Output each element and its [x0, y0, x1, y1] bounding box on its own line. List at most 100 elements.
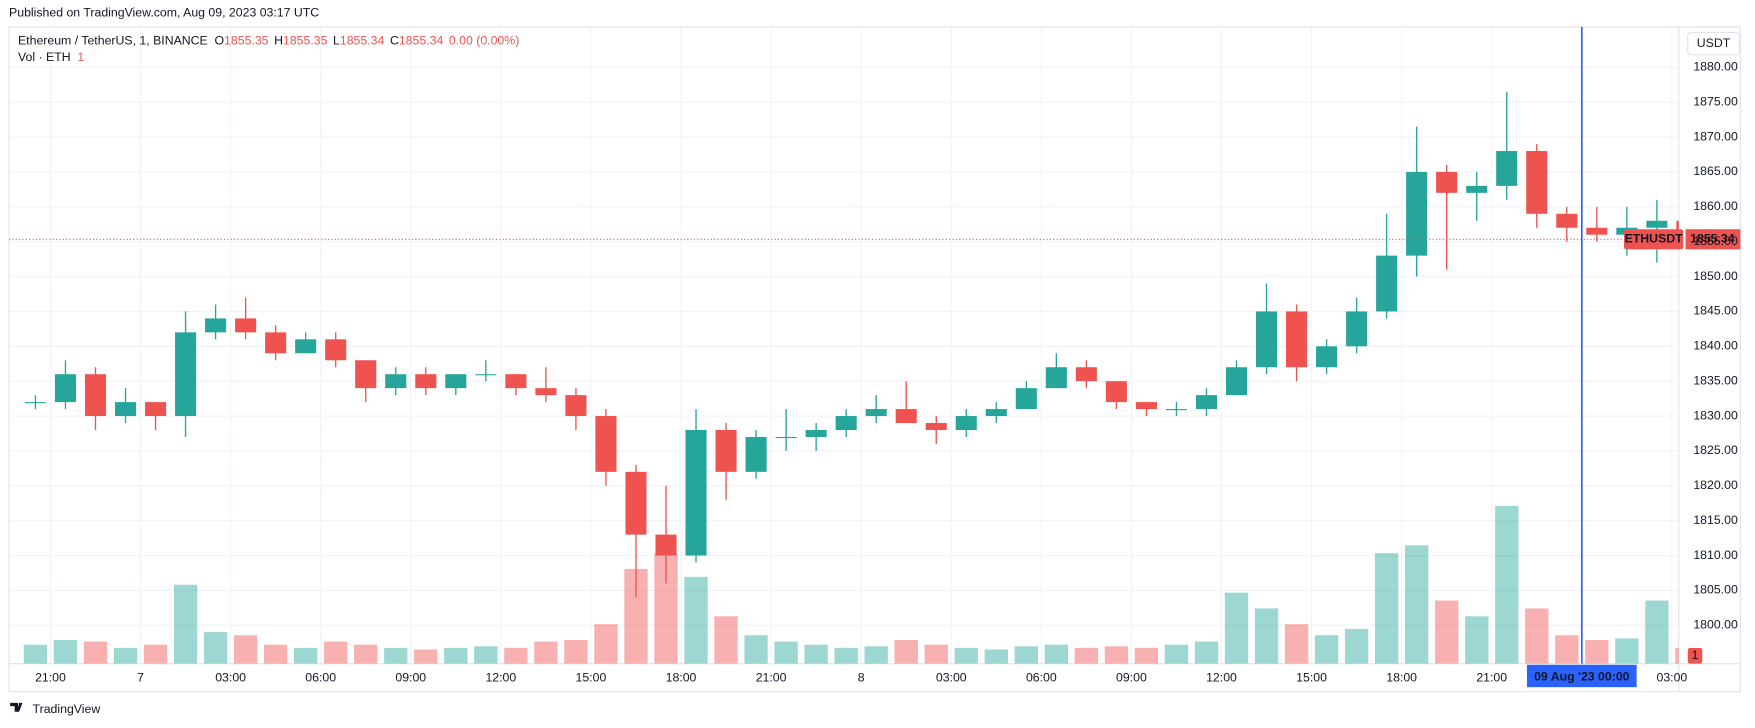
legend-ohlc-value: 1855.35: [283, 34, 328, 48]
candle-body: [235, 318, 257, 333]
candle-body: [895, 409, 917, 424]
volume-bar: [894, 639, 918, 664]
candle-body: [745, 436, 767, 472]
volume-bar: [1555, 635, 1579, 664]
currency-label[interactable]: USDT: [1697, 36, 1731, 50]
volume-name: Vol · ETH: [18, 50, 71, 64]
candle-body: [295, 339, 317, 354]
x-tick-label: 06:00: [305, 670, 336, 684]
volume-bar: [774, 641, 798, 664]
volume-bar: [924, 644, 948, 664]
y-tick-label: 1835.00: [1693, 373, 1738, 387]
volume-bar: [864, 646, 888, 664]
candle-body: [415, 374, 437, 389]
volume-bar: [984, 649, 1008, 664]
y-tick-label: 1870.00: [1693, 129, 1738, 143]
legend-ohlc-key: L: [333, 34, 340, 48]
candle-body: [565, 395, 587, 417]
volume-badge: [1687, 647, 1703, 664]
candle-body: [715, 429, 737, 472]
candle-body: [1556, 213, 1578, 228]
x-tick-label: 21:00: [756, 670, 787, 684]
legend: Ethereum / TetherUS, 1, BINANCE O1855.35 H…: [18, 34, 519, 48]
volume-bar: [1104, 646, 1129, 664]
volume-bar: [564, 639, 588, 664]
volume-bar: [504, 647, 528, 664]
frame: [8, 26, 1741, 693]
candle-body: [145, 402, 167, 417]
y-tick-label: 1875.00: [1693, 94, 1738, 108]
y-tick-label: 1865.00: [1693, 164, 1738, 178]
y-tick-label: 1855.00: [1693, 234, 1738, 248]
candle-body: [1195, 395, 1218, 410]
volume-bar: [534, 641, 558, 664]
symbol-label: ETHUSDT: [1625, 232, 1684, 246]
candle-body: [805, 429, 827, 437]
x-tick-label: 15:00: [1296, 670, 1327, 684]
x-tick-label: 21:00: [1476, 670, 1507, 684]
candle-body: [325, 339, 347, 361]
candle-body: [775, 436, 797, 439]
x-tick-label: 21:00: [35, 670, 66, 684]
x-tick-label: 03:00: [215, 670, 246, 684]
candle-body: [1376, 255, 1398, 312]
currency-button[interactable]: [1687, 31, 1740, 56]
candle-body: [475, 374, 497, 376]
volume-bar: [233, 635, 258, 664]
y-tick-label: 1830.00: [1693, 408, 1738, 422]
candle-body: [355, 360, 377, 389]
candle-body: [265, 332, 287, 354]
candle-body: [1526, 151, 1548, 214]
legend-title: Ethereum / TetherUS, 1, BINANCE: [18, 34, 208, 48]
volume-bar: [1314, 635, 1339, 664]
candle-body: [1436, 171, 1458, 193]
legend-ohlc-value: 1855.34: [399, 34, 444, 48]
volume-bar: [1044, 644, 1068, 664]
volume-bar: [954, 647, 978, 664]
x-tick-label: 09:00: [395, 670, 426, 684]
candle-body: [84, 374, 107, 417]
volume-bar: [804, 644, 828, 664]
volume-bar: [23, 644, 48, 664]
legend-ohlc-value: 1855.35: [224, 34, 269, 48]
x-tick-label: 03:00: [936, 670, 967, 684]
volume-bar: [1284, 624, 1309, 664]
volume-legend: Vol · ETH 1: [18, 50, 84, 64]
candle-body: [1165, 409, 1187, 411]
volume-bar: [1194, 641, 1219, 664]
candle-body: [175, 332, 197, 417]
x-tick-label: 7: [137, 670, 144, 684]
volume-bar: [1254, 608, 1279, 664]
volume-bar: [354, 644, 378, 664]
candle-body: [625, 471, 647, 535]
volume-bar: [1014, 646, 1038, 664]
y-tick-label: 1850.00: [1693, 269, 1738, 283]
last-price-box: [1685, 229, 1741, 250]
volume-bar: [324, 641, 348, 664]
candle-body: [685, 429, 707, 556]
candle-body: [535, 388, 557, 396]
volume-bar: [1525, 608, 1549, 664]
volume-bar: [744, 635, 768, 664]
volume-bar: [1435, 600, 1459, 664]
x-tick-label: 12:00: [485, 670, 516, 684]
candle-body: [1496, 151, 1518, 186]
volume-bar: [113, 647, 138, 664]
y-tick-label: 1845.00: [1693, 304, 1738, 318]
candle-body: [1135, 402, 1157, 410]
volume-last: 1: [77, 50, 84, 64]
legend-ohlc-key: H: [274, 34, 283, 48]
candle-body: [1316, 346, 1338, 368]
y-tick-label: 1810.00: [1693, 548, 1738, 562]
volume-bar: [263, 644, 288, 664]
candle-body: [1015, 388, 1037, 410]
candle-body: [1646, 220, 1668, 228]
candle-body: [205, 318, 227, 333]
volume-bar: [414, 649, 438, 664]
candle-body: [1406, 171, 1428, 256]
volume-bar: [173, 584, 198, 664]
volume-bar: [143, 644, 168, 664]
volume-bar: [1344, 628, 1369, 664]
brand-logo: [10, 702, 23, 712]
